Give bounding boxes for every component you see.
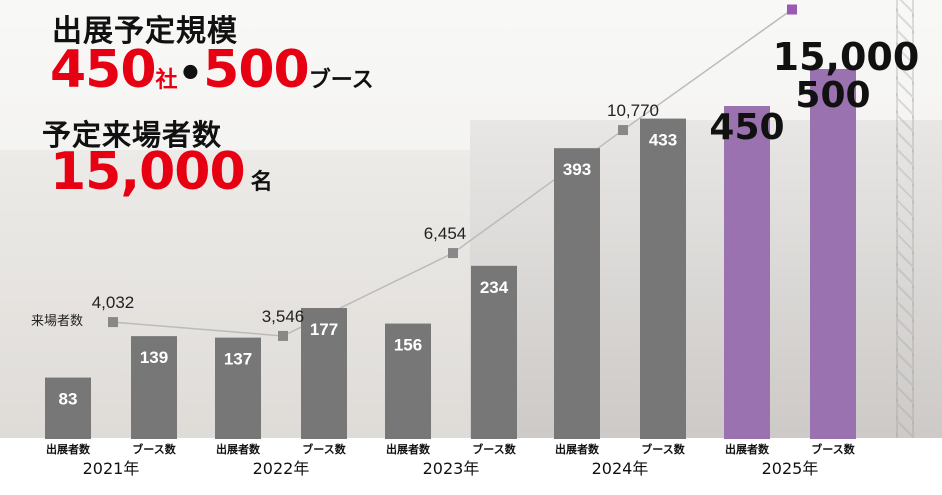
category-sublabel: ブース数: [302, 442, 346, 456]
category-sublabel: ブース数: [811, 442, 855, 456]
bar-value-label: 177: [310, 320, 338, 339]
bar-value-label: 234: [480, 278, 509, 297]
visitor-marker-3: [448, 248, 458, 259]
truss-structure: [896, 0, 914, 440]
year-label: 2022年: [253, 459, 310, 478]
planned-visitors-figures: 15,000 名: [50, 142, 273, 202]
bar-value-label: 450: [709, 107, 784, 148]
visitor-value-label: 3,546: [262, 307, 305, 326]
visitor-marker-1: [108, 317, 118, 328]
visitor-marker-4: [618, 125, 628, 136]
visitor-marker-5: [787, 4, 797, 15]
bar-exhibitors-1: [45, 377, 91, 439]
planned-scale-heading: 出展予定規模: [52, 14, 238, 49]
companies-value: 450: [50, 40, 157, 100]
bar-value-label: 139: [140, 348, 168, 367]
bar-booths-5: [810, 69, 856, 439]
bar-exhibitors-4: [554, 148, 600, 439]
bar-booths-4: [640, 118, 686, 439]
companies-unit: 社: [155, 68, 178, 93]
year-label: 2024年: [592, 459, 649, 478]
visitor-value-label: 4,032: [92, 293, 135, 312]
separator-dot: •: [177, 51, 204, 97]
visitors-value: 15,000: [50, 142, 246, 202]
bar-exhibitors-3: [385, 323, 431, 439]
planned-visitors-heading: 予定来場者数: [42, 118, 223, 152]
bar-value-label: 83: [59, 390, 78, 409]
visitor-value-label: 10,770: [607, 101, 659, 120]
bar-value-label: 433: [649, 131, 677, 150]
bar-value-label: 137: [224, 350, 252, 369]
category-sublabel: ブース数: [132, 442, 176, 456]
category-sublabel: 出展者数: [725, 442, 770, 456]
category-sublabel: 出展者数: [216, 442, 261, 456]
visitor-marker-2: [278, 330, 288, 341]
planned-scale-figures: 450社•500ブース: [50, 40, 374, 100]
year-label: 2025年: [762, 459, 819, 478]
bar-exhibitors-5: [724, 106, 770, 439]
category-sublabel: ブース数: [472, 442, 516, 456]
year-label: 2023年: [423, 459, 480, 478]
category-sublabel: 出展者数: [386, 442, 431, 456]
crowd-image: [470, 120, 942, 440]
bar-exhibitors-2: [215, 337, 261, 439]
visitor-value-label: 6,454: [424, 224, 467, 243]
year-label: 2021年: [83, 459, 140, 478]
bar-booths-3: [471, 265, 517, 439]
bar-value-label: 500: [795, 75, 870, 116]
booths-unit: ブース: [308, 68, 374, 93]
bar-value-label: 393: [563, 160, 591, 179]
category-sublabel: 出展者数: [46, 442, 91, 456]
visitor-value-label: 15,000: [773, 35, 920, 79]
bar-booths-1: [131, 336, 177, 439]
category-sublabel: ブース数: [641, 442, 685, 456]
visitor-series-label: 来場者数: [31, 314, 83, 329]
bar-booths-2: [301, 308, 347, 439]
axis-label-strip: [0, 438, 942, 495]
visitors-unit: 名: [250, 170, 273, 195]
booths-value: 500: [203, 40, 310, 100]
bar-value-label: 156: [394, 336, 422, 355]
category-sublabel: 出展者数: [555, 442, 600, 456]
